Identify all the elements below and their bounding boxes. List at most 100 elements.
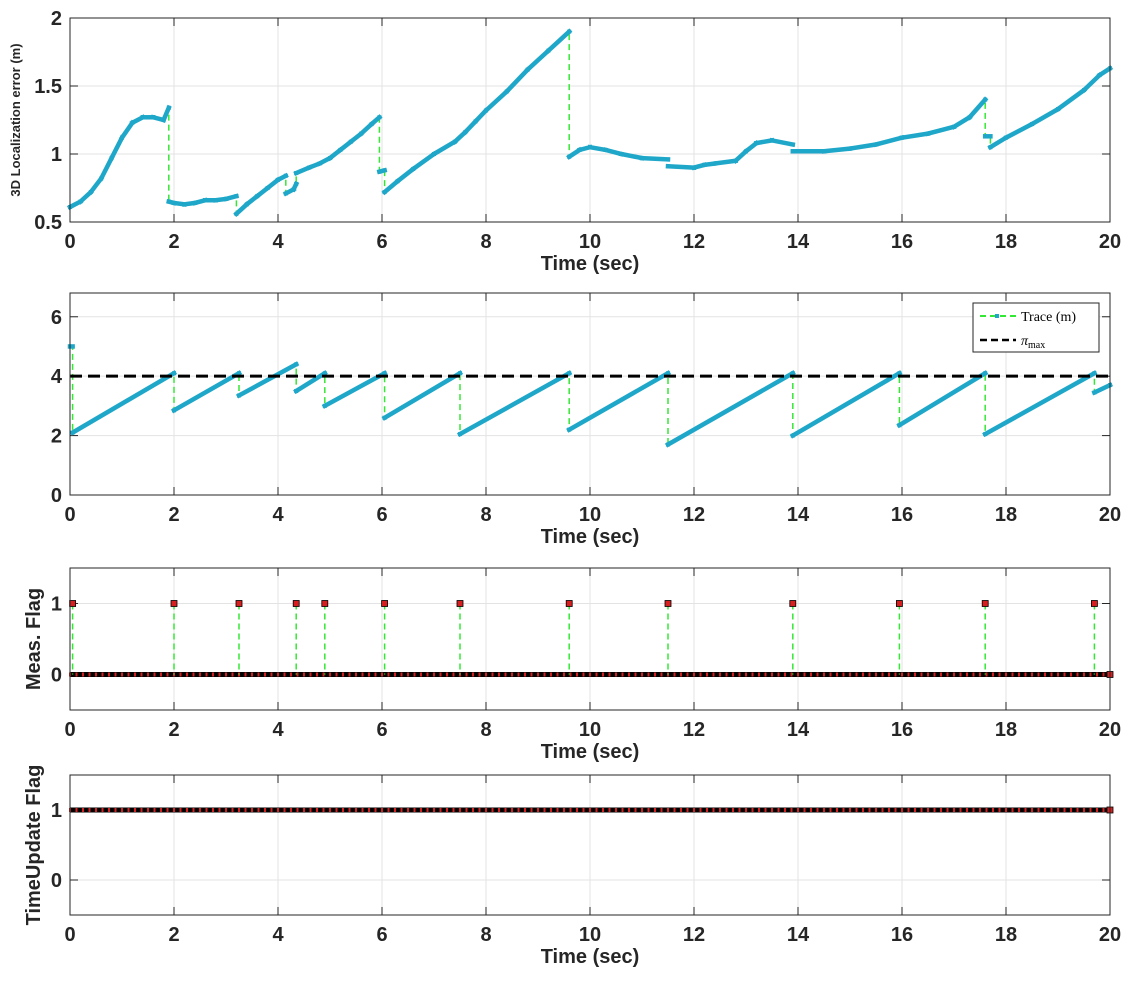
data-point — [967, 115, 972, 120]
axes-frame — [69, 774, 1111, 916]
axes-frame — [69, 567, 1111, 711]
flag-point — [621, 808, 624, 812]
y-axis-label: TimeUpdate Flag — [23, 765, 45, 926]
flag-point — [524, 808, 526, 812]
x-tick-label: 18 — [995, 924, 1017, 946]
data-point — [848, 146, 852, 151]
x-tick-label: 14 — [787, 231, 810, 253]
flag-point — [212, 672, 214, 677]
flag-point — [862, 672, 864, 677]
x-tick-label: 10 — [579, 719, 601, 741]
x-tick-label: 12 — [683, 504, 705, 526]
x-tick-label: 14 — [787, 504, 810, 526]
x-tick-label: 16 — [891, 924, 913, 946]
flag-point — [452, 808, 455, 812]
flag-point — [589, 808, 591, 812]
flag-point — [400, 808, 403, 812]
flag-point — [199, 672, 201, 677]
data-point — [348, 139, 353, 144]
flag-marker — [664, 600, 672, 607]
flag-point — [615, 672, 617, 677]
series-segment — [98, 155, 115, 182]
flag-point — [439, 672, 442, 677]
data-point — [463, 130, 468, 135]
data-point — [1092, 371, 1097, 376]
flag-point — [355, 672, 357, 677]
flag-point — [309, 672, 312, 677]
flag-point — [218, 672, 221, 677]
data-point — [874, 142, 878, 147]
data-point — [1056, 107, 1060, 112]
flag-point — [946, 672, 949, 677]
flag-point — [979, 808, 981, 812]
flag-point — [719, 808, 721, 812]
data-point — [988, 145, 993, 150]
flag-point — [842, 672, 845, 677]
data-point — [411, 166, 416, 171]
data-point — [603, 147, 608, 152]
localization-error-panel: 0 2 4 6 8 10 12 14 16 18 20 0.5 1 1.5 2 Time (sec) 3D Lo… — [8, 8, 1121, 275]
data-point — [770, 138, 774, 143]
flag-point — [1050, 808, 1053, 812]
x-tick-label: 18 — [995, 231, 1017, 253]
flag-point — [784, 672, 786, 677]
flag-point — [368, 672, 370, 677]
data-point — [294, 362, 299, 367]
flag-point — [121, 808, 123, 812]
flag-point — [1044, 672, 1046, 677]
data-point — [744, 149, 748, 154]
flag-point — [693, 808, 695, 812]
flag-point — [576, 808, 578, 812]
flag-point — [166, 672, 169, 677]
flag-point — [413, 672, 416, 677]
flag-point — [816, 808, 819, 812]
data-point — [265, 186, 270, 190]
flag-point — [173, 808, 175, 812]
data-point — [1030, 122, 1034, 127]
flag-point — [296, 808, 299, 812]
series-segment — [456, 370, 573, 438]
flag-point — [673, 808, 676, 812]
x-tick-label: 6 — [376, 504, 387, 526]
data-point — [78, 199, 83, 204]
flag-point — [186, 808, 188, 812]
data-point — [234, 194, 239, 199]
data-point — [382, 415, 387, 420]
x-tick-label: 2 — [168, 924, 179, 946]
flag-point — [335, 808, 338, 812]
data-point — [790, 371, 795, 376]
flag-point — [940, 672, 942, 677]
flag-point — [660, 672, 663, 677]
flag-point — [680, 808, 682, 812]
flag-point — [543, 672, 546, 677]
flag-point — [953, 672, 955, 677]
flag-point — [1037, 808, 1040, 812]
flag-point — [257, 672, 260, 677]
legend-trace-label: Trace (m) — [1021, 310, 1076, 325]
flag-point — [147, 808, 149, 812]
flag-point — [205, 672, 208, 677]
flag-point — [602, 672, 604, 677]
flag-point — [225, 672, 227, 677]
data-point — [192, 200, 197, 205]
data-point — [382, 371, 387, 376]
flag-point — [829, 672, 832, 677]
data-point — [276, 177, 280, 182]
data-point — [822, 149, 826, 154]
flag-point — [758, 808, 760, 812]
time-update-flag-panel: 0 2 4 6 8 10 12 14 16 18 20 0 1 Time (sec) TimeUpdate … — [23, 765, 1121, 968]
flag-point — [1076, 808, 1079, 812]
x-tick-label: 16 — [891, 504, 913, 526]
flag-point — [907, 808, 910, 812]
flag-point — [784, 808, 786, 812]
flag-point — [426, 808, 429, 812]
flag-point — [244, 672, 247, 677]
flag-marker — [1091, 600, 1098, 607]
flag-point — [660, 808, 663, 812]
flag-point — [836, 808, 838, 812]
flag-point — [816, 672, 819, 677]
flag-point — [953, 808, 955, 812]
flag-point — [1083, 672, 1085, 677]
flag-point — [95, 672, 97, 677]
legend-pi-subscript: max — [1028, 340, 1045, 351]
